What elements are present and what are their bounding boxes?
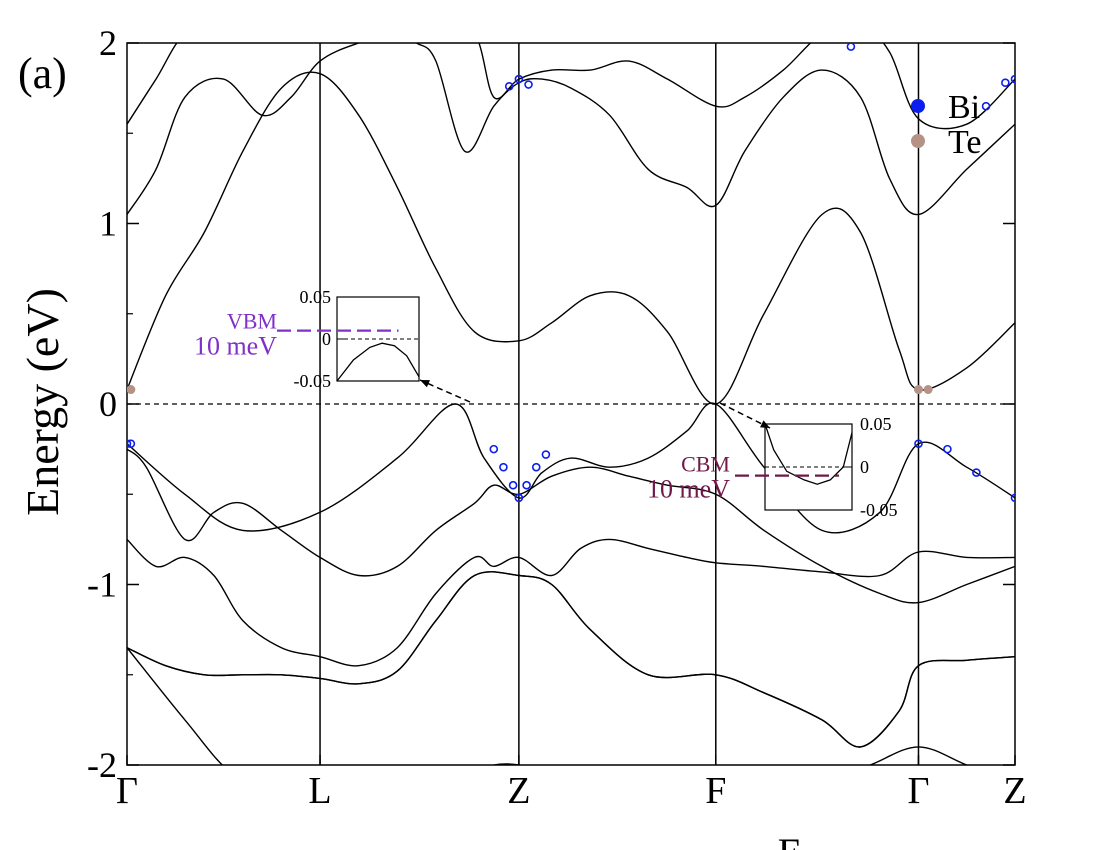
inset-y-tick-label: 0: [322, 329, 331, 349]
vbm-marker-label: VBM: [227, 309, 277, 334]
band-b6: [127, 402, 1015, 534]
x-tick-label: Γ: [116, 770, 138, 812]
cbm-marker-label: CBM: [681, 452, 730, 477]
bi-projection-point: [514, 493, 524, 503]
bi-projection-point: [504, 82, 514, 91]
y-tick-label: 2: [99, 23, 117, 63]
y-tick-label: 1: [99, 204, 117, 244]
x-tick-label: L: [308, 770, 331, 812]
inset-y-tick-label: -0.05: [294, 371, 332, 391]
bi-projection-point: [522, 480, 531, 490]
inset-pointer-arrowhead: [420, 380, 430, 388]
vbm-energy-label: 10 meV: [194, 332, 277, 361]
plot-area: Γ L Z F Γ Z -2 -1 0 1 2: [87, 23, 1027, 812]
bi-projection-point: [1010, 493, 1015, 503]
inset-y-tick-label: 0.05: [860, 414, 892, 434]
band-b2: [127, 571, 1015, 748]
cbm-energy-label: 10 meV: [647, 475, 730, 504]
inset-curve: [336, 342, 420, 382]
bi-projection-point: [981, 101, 991, 111]
y-axis-label: Energy (eV): [17, 288, 68, 516]
partial-x-axis-label: E: [778, 830, 802, 850]
panel-label: (a): [18, 49, 67, 98]
band-b1: [127, 647, 969, 765]
bi-projection-point: [541, 450, 551, 459]
y-tick-label: -1: [87, 565, 117, 605]
inset-y-tick-label: 0.05: [300, 287, 332, 307]
bi-projection-point: [127, 439, 132, 449]
x-tick-label: F: [705, 770, 726, 812]
te-projection-point: [913, 385, 923, 395]
te-projection-point: [127, 385, 136, 395]
bi-projection-point: [914, 439, 923, 449]
bi-projection-point: [943, 444, 952, 454]
legend-marker-bi: [911, 99, 925, 113]
bi-projection-point: [514, 74, 524, 84]
bi-projection-point: [508, 480, 518, 490]
inset-frame: [336, 296, 420, 382]
band-b3: [127, 571, 1015, 748]
band-b4: [127, 538, 1015, 667]
legend: Bi Te: [911, 89, 982, 161]
inset-y-tick-label: 0: [860, 457, 869, 477]
bi-projection-point: [531, 462, 541, 472]
te-projection-point: [923, 385, 933, 395]
x-tick-label: Z: [1003, 770, 1026, 812]
bands-group: [127, 43, 1015, 765]
bi-projection-point: [846, 43, 856, 51]
inset-curve: [764, 423, 853, 485]
bi-projection-point: [1001, 78, 1010, 88]
y-tick-label: 0: [99, 384, 117, 424]
bi-projection-point: [127, 439, 136, 449]
bi-projection-point: [499, 462, 508, 472]
band-b7: [127, 71, 1015, 405]
bi-projection-point: [1010, 74, 1015, 84]
legend-label-bi: Bi: [948, 89, 980, 126]
band-b5: [127, 448, 1015, 604]
x-tick-label: Z: [507, 770, 530, 812]
legend-marker-te: [911, 134, 925, 148]
bi-projection-point: [489, 444, 499, 454]
inset-y-tick-label: -0.05: [860, 500, 898, 520]
y-tick-label: -2: [87, 745, 117, 785]
x-tick-label: Γ: [907, 770, 929, 812]
inset-pointer-arrowhead: [760, 420, 770, 428]
band-b8: [127, 43, 1015, 216]
band-b9: [127, 43, 1015, 130]
bi-projection-point: [972, 468, 981, 477]
bi-projection-point: [524, 80, 533, 89]
legend-label-te: Te: [948, 124, 982, 161]
